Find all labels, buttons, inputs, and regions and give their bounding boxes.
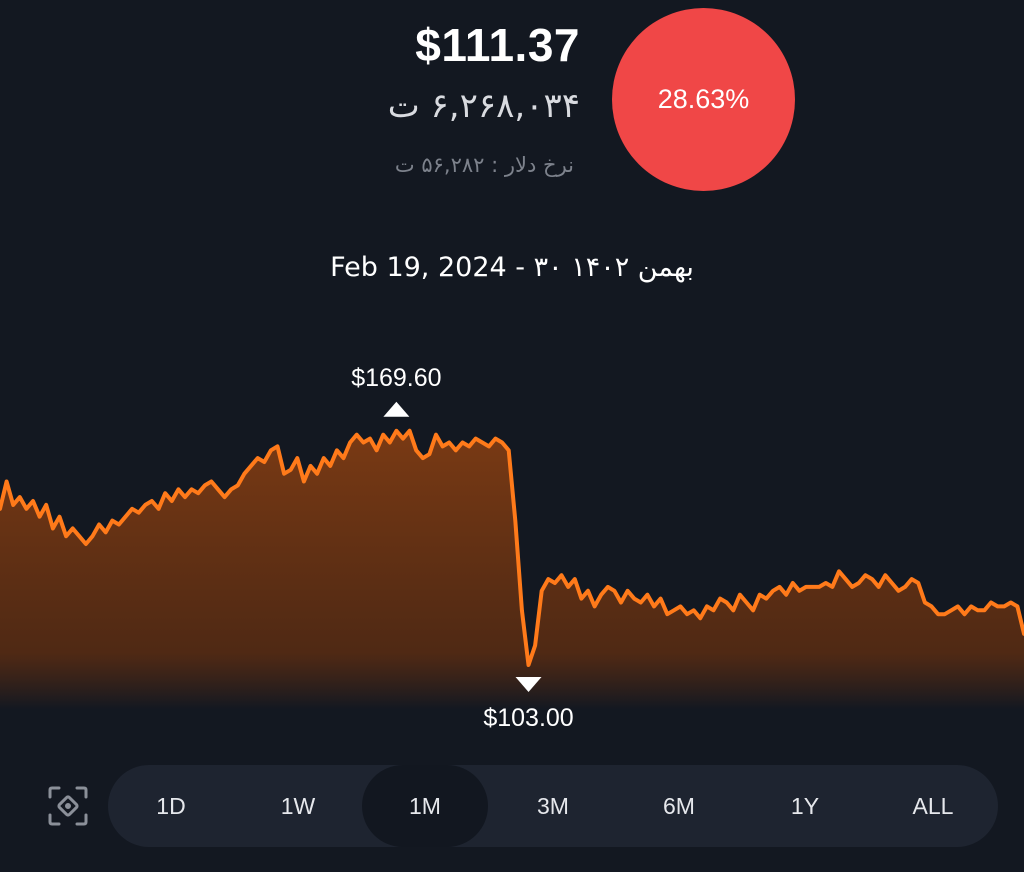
timeframe-1d[interactable]: 1D <box>156 792 186 819</box>
timeframe-1y[interactable]: 1Y <box>790 792 820 819</box>
low-marker-icon <box>515 677 542 692</box>
change-percent-badge: 28.63% <box>612 8 795 191</box>
chart-area-fill <box>0 430 1024 740</box>
high-marker-icon <box>383 401 410 417</box>
timeframe-1w[interactable]: 1W <box>280 792 316 819</box>
timeframe-all[interactable]: ALL <box>912 792 954 819</box>
timeframe-1m[interactable]: 1M <box>362 765 488 847</box>
price-toman: ۶,۲۶۸,۰۳۴ ت <box>387 86 580 126</box>
price-chart-svg[interactable]: $169.60 $103.00 <box>0 300 1024 740</box>
dollar-rate: نرخ دلار : ۵۶,۲۸۲ ت <box>394 153 574 177</box>
chart-price-line <box>0 428 1024 667</box>
price-chart[interactable]: $169.60 $103.00 <box>0 300 1024 740</box>
timeframe-3m[interactable]: 3M <box>537 792 569 819</box>
price-usd: $111.37 <box>415 19 580 71</box>
focus-target-button[interactable] <box>44 782 92 830</box>
change-percent-label: 28.63% <box>657 84 750 114</box>
date-line: Feb 19, 2024 - ۳۰ بهمن ۱۴۰۲ <box>330 252 694 283</box>
focus-target-icon <box>48 786 88 826</box>
timeframe-6m[interactable]: 6M <box>663 792 695 819</box>
chart-high-label: $169.60 <box>351 364 441 392</box>
chart-low-label: $103.00 <box>483 704 573 732</box>
timeframe-selector: 1D 1W 1M 3M 6M 1Y ALL <box>108 765 998 847</box>
